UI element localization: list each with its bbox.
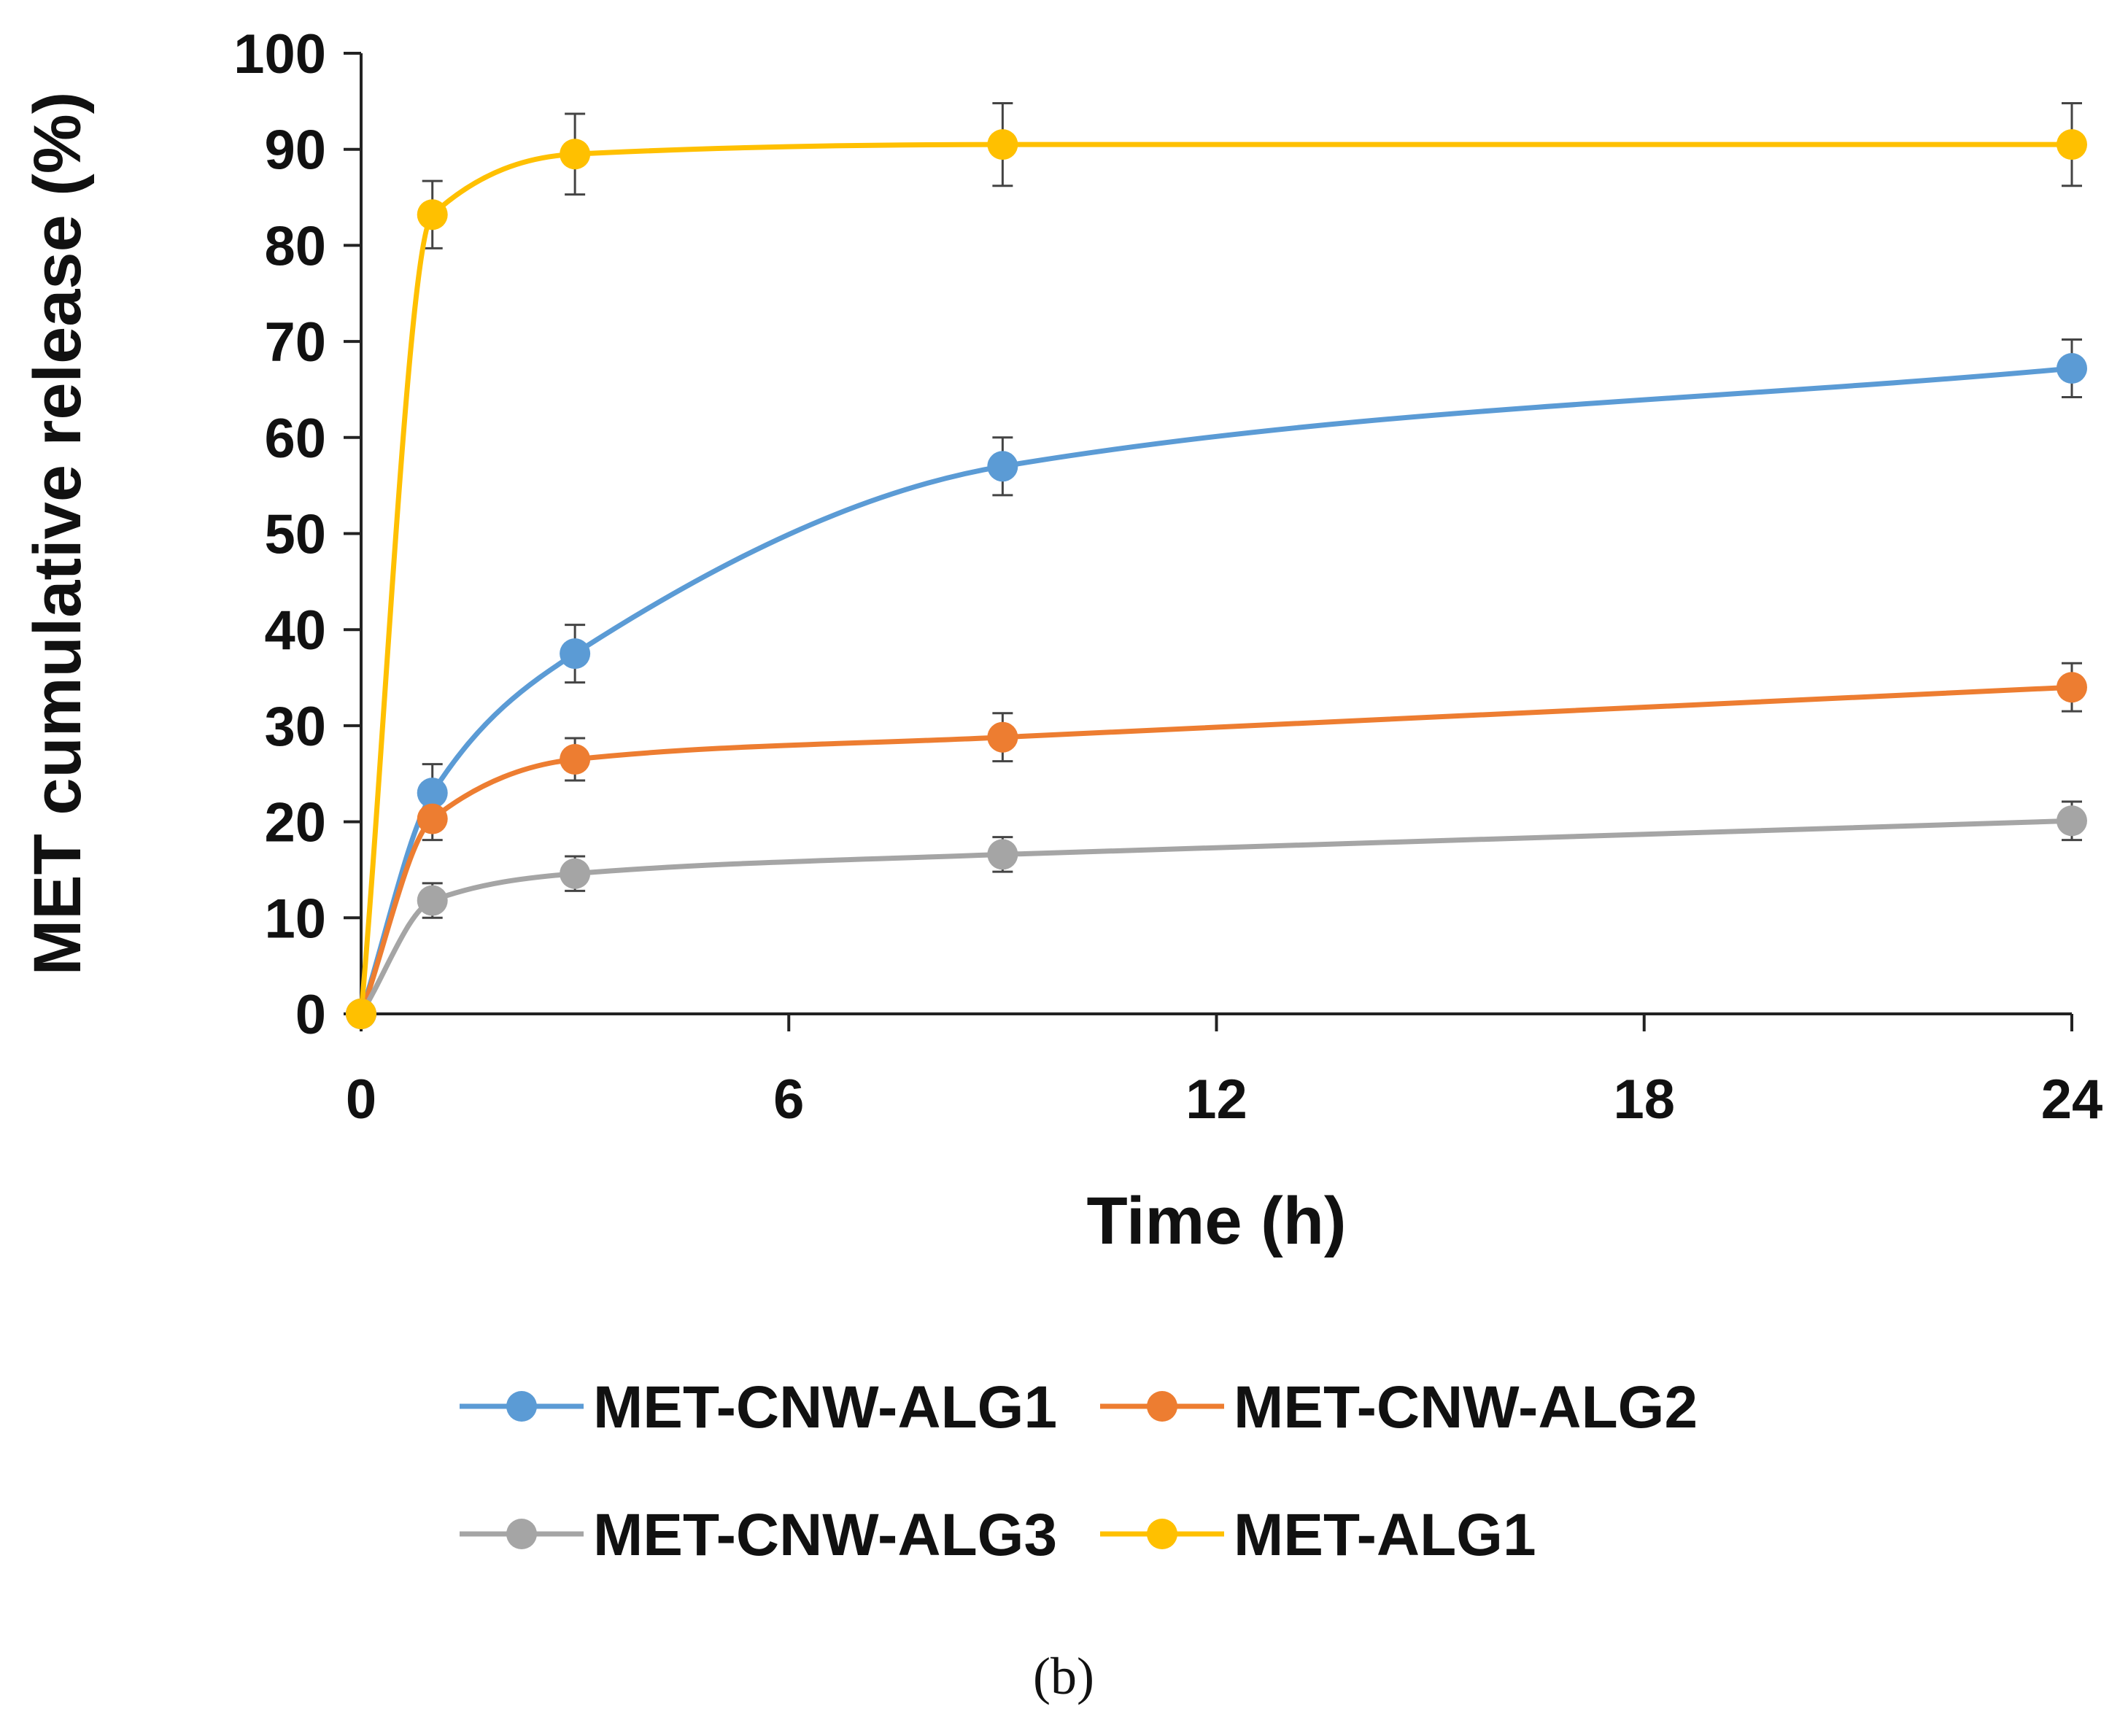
- series-line-met-cnw-alg1: [358, 365, 2073, 1015]
- legend-label: MET-CNW-ALG2: [1234, 1374, 1698, 1441]
- x-tick-label: 6: [773, 1069, 804, 1131]
- legend-label: MET-ALG1: [1234, 1502, 1536, 1568]
- panel-label: (b): [1033, 1647, 1094, 1705]
- data-point-met-alg1: [346, 999, 376, 1029]
- axes: [344, 52, 2073, 1031]
- data-point-met-cnw-alg3: [2057, 805, 2087, 837]
- legend-swatch-marker: [506, 1391, 537, 1422]
- data-point-met-cnw-alg2: [2057, 672, 2087, 703]
- y-tick-label: 0: [295, 984, 326, 1046]
- y-tick-label: 60: [264, 408, 326, 470]
- legend-item-met-cnw-alg2: MET-CNW-ALG2: [1100, 1374, 1698, 1441]
- legend-item-met-alg1: MET-ALG1: [1100, 1502, 1536, 1568]
- y-tick-label: 50: [264, 504, 326, 566]
- y-axis-title: MET cumulative release (%): [20, 92, 95, 976]
- y-tick-label: 90: [264, 120, 326, 182]
- error-bars: [422, 101, 2082, 919]
- data-point-met-alg1: [560, 139, 591, 170]
- series-line-met-cnw-alg3: [359, 818, 2073, 1015]
- data-point-met-alg1: [2057, 129, 2087, 160]
- legend-swatch-marker: [506, 1519, 537, 1549]
- y-tick-label: 30: [264, 696, 326, 758]
- y-tick-label: 10: [264, 888, 326, 950]
- x-tick-label: 0: [346, 1069, 376, 1131]
- legend-item-met-cnw-alg3: MET-CNW-ALG3: [460, 1502, 1057, 1568]
- series-line-met-alg1: [358, 142, 2072, 1015]
- legend-label: MET-CNW-ALG1: [593, 1374, 1057, 1441]
- y-tick-label: 80: [264, 215, 326, 277]
- legend-swatch-marker: [1147, 1391, 1177, 1422]
- series-lines: [358, 142, 2073, 1015]
- series-points: [346, 129, 2087, 1029]
- data-point-met-cnw-alg2: [560, 743, 591, 775]
- series-line-met-cnw-alg2: [358, 684, 2073, 1015]
- tick-labels: 0 10 20 30 40 50 60 70 80 90 100 0 6 12 18 24: [233, 23, 2102, 1131]
- x-tick-label: 24: [2041, 1069, 2103, 1131]
- data-point-met-cnw-alg3: [987, 839, 1018, 870]
- x-tick-label: 12: [1185, 1069, 1247, 1131]
- data-point-met-alg1: [417, 199, 448, 230]
- y-tick-label: 100: [233, 23, 326, 85]
- data-point-met-cnw-alg1: [987, 451, 1018, 482]
- data-point-met-cnw-alg2: [417, 803, 448, 834]
- data-point-met-alg1: [987, 129, 1018, 160]
- x-tick-label: 18: [1613, 1069, 1675, 1131]
- legend-swatch-marker: [1147, 1519, 1177, 1549]
- legend-label: MET-CNW-ALG3: [593, 1502, 1057, 1568]
- legend: MET-CNW-ALG1 MET-CNW-ALG2 MET-CNW-ALG3 MET-…: [460, 1374, 1698, 1568]
- data-point-met-cnw-alg3: [560, 858, 591, 889]
- legend-item-met-cnw-alg1: MET-CNW-ALG1: [460, 1374, 1057, 1441]
- y-tick-label: 70: [264, 311, 326, 373]
- data-point-met-cnw-alg1: [560, 638, 591, 670]
- x-axis-title: Time (h): [1086, 1184, 1346, 1258]
- y-tick-label: 20: [264, 792, 326, 854]
- data-point-met-cnw-alg3: [417, 885, 448, 916]
- y-tick-label: 40: [264, 600, 326, 662]
- data-point-met-cnw-alg2: [987, 721, 1018, 753]
- data-point-met-cnw-alg1: [417, 778, 448, 809]
- data-point-met-cnw-alg1: [2057, 352, 2087, 384]
